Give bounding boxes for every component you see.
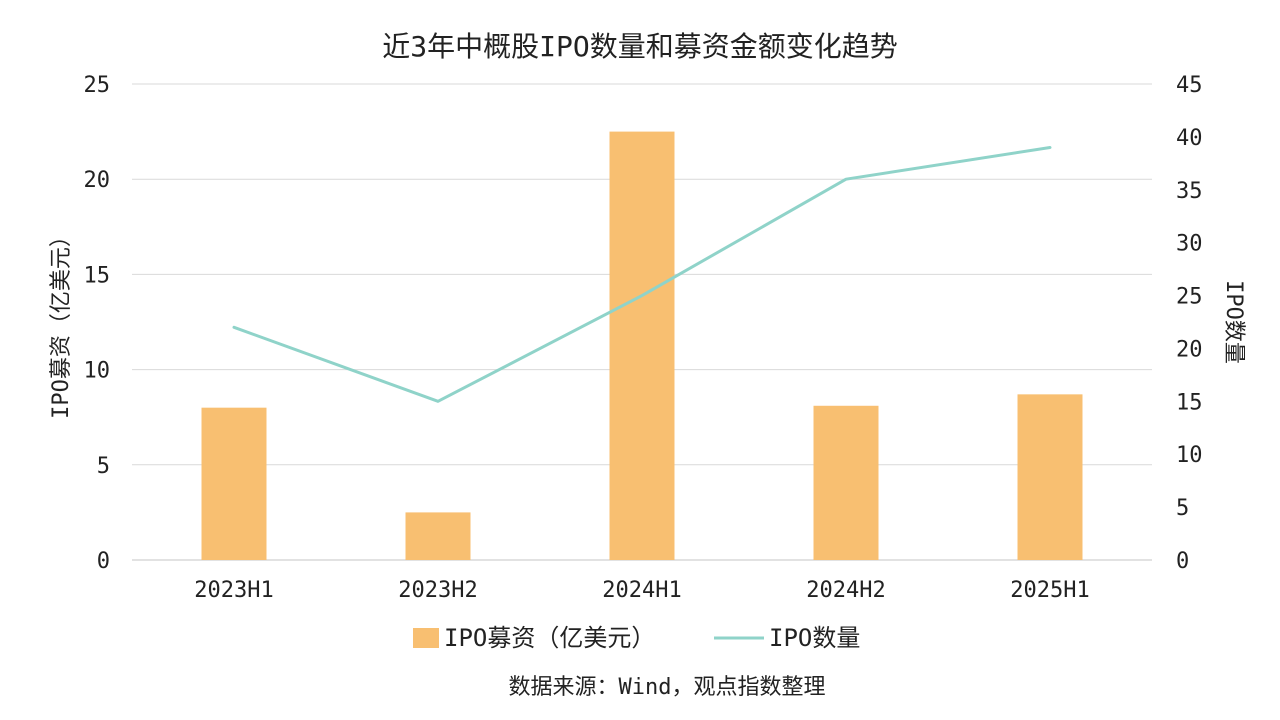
right-axis-tick-label: 10 <box>1176 443 1203 468</box>
left-axis-tick-label: 25 <box>84 73 111 98</box>
right-axis-tick-label: 45 <box>1176 73 1203 98</box>
x-axis-ticks: 2023H1 2023H2 2024H1 2024H2 2025H1 <box>194 578 1089 603</box>
x-axis-tick-label: 2024H2 <box>806 578 885 603</box>
right-axis-title: IPO数量 <box>1221 280 1246 364</box>
bar-2024H1 <box>609 131 675 560</box>
right-axis-tick-label: 25 <box>1176 285 1203 310</box>
right-axis-ticks: 0 5 10 15 20 25 30 35 40 45 <box>1176 73 1203 574</box>
bar-2023H2 <box>405 512 471 560</box>
x-axis-tick-label: 2025H1 <box>1010 578 1089 603</box>
right-axis-tick-label: 15 <box>1176 390 1203 415</box>
chart-title: 近3年中概股IPO数量和募资金额变化趋势 <box>382 30 897 63</box>
bar-series <box>201 131 1083 560</box>
legend-line-label: IPO数量 <box>769 624 860 652</box>
x-axis-tick-label: 2023H1 <box>194 578 273 603</box>
legend-bar-label: IPO募资（亿美元） <box>444 624 655 652</box>
right-axis-tick-label: 20 <box>1176 337 1203 362</box>
left-axis-tick-label: 10 <box>84 359 111 384</box>
bar-2024H2 <box>813 405 879 560</box>
left-axis-tick-label: 15 <box>84 263 111 288</box>
legend-bar-swatch <box>413 628 439 648</box>
right-axis-tick-label: 30 <box>1176 232 1203 257</box>
x-axis-tick-label: 2024H1 <box>602 578 681 603</box>
source-note: 数据来源：Wind，观点指数整理 <box>509 675 826 700</box>
left-axis-tick-label: 5 <box>97 454 110 479</box>
line-series <box>232 145 1052 403</box>
right-axis-tick-label: 5 <box>1176 496 1189 521</box>
right-axis-tick-label: 35 <box>1176 179 1203 204</box>
right-axis-tick-label: 40 <box>1176 126 1203 151</box>
bar-2023H1 <box>201 407 267 560</box>
left-axis-tick-label: 20 <box>84 168 111 193</box>
legend: IPO募资（亿美元） IPO数量 <box>413 624 860 652</box>
left-axis-ticks: 0 5 10 15 20 25 <box>84 73 111 574</box>
x-axis-tick-label: 2023H2 <box>398 578 477 603</box>
left-axis-title: IPO募资（亿美元） <box>49 225 74 419</box>
right-axis-tick-label: 0 <box>1176 549 1189 574</box>
bar-2025H1 <box>1017 394 1083 560</box>
left-axis-tick-label: 0 <box>97 549 110 574</box>
